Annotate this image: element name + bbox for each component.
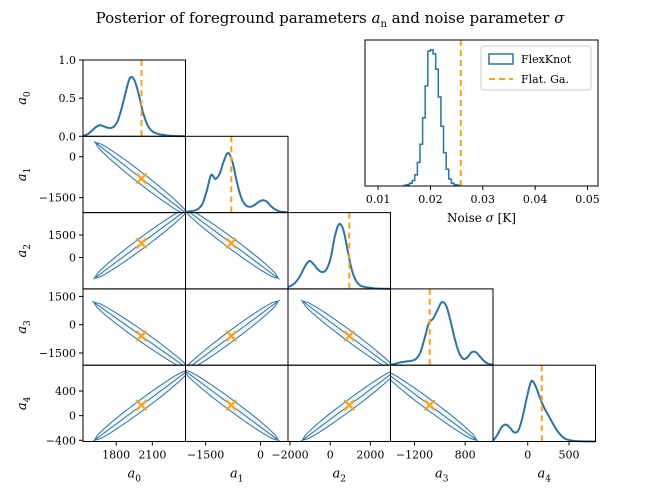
noise-histogram (403, 48, 461, 187)
noise-x-tick-label: 0.01 (366, 193, 391, 206)
joint-a4-a2 (287, 364, 391, 443)
marginal-a1 (185, 135, 289, 214)
x-axis-a4: 0 500 a4 (524, 441, 580, 485)
marginal-frame-a4 (492, 364, 596, 443)
x-tick-label: 2000 (356, 449, 384, 462)
legend-box (480, 45, 592, 91)
x-axis-label-a3: a3 (435, 467, 449, 485)
x-tick-label: −2000 (271, 449, 308, 462)
joint-a4-a0 (82, 364, 186, 443)
y-tick-label: 1500 (48, 229, 76, 242)
y-axis-a0: 0.0 0.5 1.0 a0 (15, 54, 83, 143)
joint-a3-a1 (185, 288, 289, 366)
noise-x-axis-label: Noise σ [K] (447, 211, 516, 225)
x-axis-a1: −1500 0 a1 (187, 441, 264, 485)
y-tick-label: 0 (69, 410, 76, 423)
y-tick-label: 0 (69, 319, 76, 332)
truth-marker (225, 237, 238, 250)
y-tick-label: 400 (55, 385, 76, 398)
marginal-curve-a2 (287, 222, 391, 290)
legend-label-flat-gaussian: Flat. Ga. (521, 73, 569, 86)
joint-a3-a2 (287, 288, 391, 366)
joint-a3-a0 (82, 288, 186, 366)
truth-marker (135, 172, 148, 185)
x-tick-label: 1800 (102, 449, 130, 462)
truth-marker (343, 330, 356, 342)
truth-marker (135, 330, 148, 342)
x-axis-a3: −1200 800 a3 (396, 441, 476, 485)
y-axis-a2: 1500 0 a2 (15, 229, 83, 264)
x-tick-label: 0 (257, 449, 264, 462)
noise-frame (364, 39, 599, 187)
x-axis-label-a1: a1 (230, 467, 244, 485)
marginal-curve-a1 (185, 151, 289, 214)
x-tick-label: 0 (327, 449, 334, 462)
y-tick-label: 0.0 (59, 130, 77, 143)
joint-a4-a3 (390, 364, 494, 443)
x-tick-label: −1200 (396, 449, 433, 462)
truth-marker (423, 399, 436, 411)
marginal-a2 (287, 212, 391, 290)
marginal-a0 (82, 59, 186, 138)
y-axis-label-a3: a3 (15, 320, 33, 334)
noise-x-tick-label: 0.02 (418, 193, 443, 206)
x-tick-label: −1500 (187, 449, 224, 462)
noise-x-tick-label: 0.05 (575, 193, 600, 206)
joint-a1-a0 (82, 135, 186, 214)
y-tick-label: 0 (69, 251, 76, 264)
y-tick-label: 0.5 (59, 92, 77, 105)
joint-a2-a0 (82, 212, 186, 290)
y-axis-label-a0: a0 (15, 91, 33, 105)
y-axis-label-a2: a2 (15, 244, 33, 258)
truth-marker (135, 237, 148, 250)
y-tick-label: 0 (69, 151, 76, 164)
legend-swatch-flexknot (488, 53, 514, 65)
truth-marker (343, 399, 356, 411)
corner-grid: 1800 2100 a0 −1500 0 a1 −2000 0 2000 a2 −1200 800 a3… (15, 54, 596, 485)
legend: FlexKnot Flat. Ga. (480, 45, 592, 91)
x-axis-label-a0: a0 (128, 467, 142, 485)
legend-label-flexknot: FlexKnot (521, 53, 572, 66)
x-axis-a2: −2000 0 2000 a2 (271, 441, 384, 485)
truth-marker (225, 330, 238, 342)
y-axis-label-a1: a1 (15, 168, 33, 182)
joint-a2-a1 (185, 212, 289, 290)
figure-title: Posterior of foreground parameters an an… (96, 9, 565, 30)
x-tick-label: 2100 (138, 449, 166, 462)
joint-frame (287, 364, 391, 443)
y-tick-label: −1500 (39, 347, 76, 360)
y-tick-label: 1500 (48, 290, 76, 303)
x-tick-label: 0 (524, 449, 531, 462)
y-tick-label: −400 (46, 434, 76, 447)
marginal-curve-a4 (492, 379, 596, 443)
truth-marker (135, 399, 148, 411)
marginal-a3 (390, 288, 494, 366)
noise-x-tick-label: 0.04 (523, 193, 548, 206)
joint-a4-a1 (185, 364, 289, 443)
joint-frame (82, 364, 186, 443)
y-axis-a4: 400 0 −400 a4 (15, 385, 83, 447)
marginal-curve-a3 (390, 301, 494, 366)
x-axis-a0: 1800 2100 a0 (102, 441, 166, 485)
noise-x-tick-label: 0.03 (471, 193, 496, 206)
marginal-frame-a1 (185, 135, 289, 214)
truth-marker (225, 399, 238, 411)
y-tick-label: 1.0 (59, 54, 77, 67)
y-tick-label: −1500 (39, 192, 76, 205)
y-axis-label-a4: a4 (15, 396, 33, 410)
x-axis-label-a4: a4 (538, 467, 552, 485)
x-axis-label-a2: a2 (333, 467, 347, 485)
x-tick-label: 800 (455, 449, 476, 462)
y-axis-a3: 1500 0 −1500 a3 (15, 290, 83, 360)
marginal-a4 (492, 364, 596, 443)
y-axis-a1: 0 −1500 a1 (15, 151, 83, 205)
x-tick-label: 500 (559, 449, 580, 462)
marginal-curve-a0 (82, 75, 186, 138)
joint-frame (390, 364, 494, 443)
